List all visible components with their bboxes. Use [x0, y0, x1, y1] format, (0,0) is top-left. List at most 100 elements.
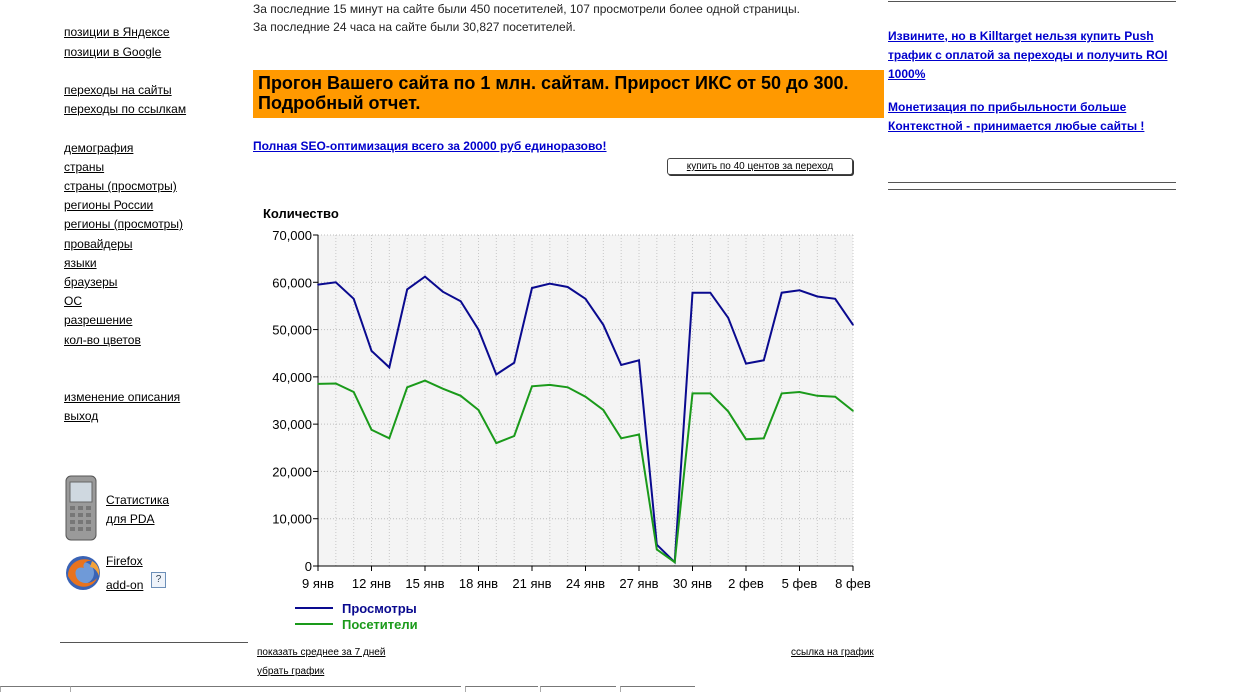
- sidebar-link[interactable]: позиции в Google: [64, 45, 162, 59]
- chart-link[interactable]: ссылка на график: [791, 647, 874, 658]
- chart-point: [531, 385, 533, 388]
- sidebar-link[interactable]: переходы по ссылкам: [64, 102, 187, 116]
- chart-point: [513, 435, 515, 437]
- chart-point: [317, 383, 319, 385]
- chart-point: [495, 373, 498, 376]
- chart-point: [834, 395, 836, 398]
- chart-point: [388, 437, 391, 440]
- sidebar-bottom-divider: [60, 642, 248, 643]
- chart-ytick-label: 20,000: [272, 464, 312, 479]
- chart-point: [798, 289, 801, 292]
- chart-point: [709, 291, 712, 294]
- chart-legend-label: Просмотры: [342, 601, 417, 616]
- sidebar-link[interactable]: регионы (просмотры): [64, 217, 183, 231]
- firefox-addon-line1[interactable]: Firefox: [106, 554, 143, 568]
- chart-ylabel: Количество: [263, 206, 339, 221]
- chart-xtick-label: 2 фев: [728, 576, 764, 591]
- chart-point: [691, 392, 694, 395]
- chart-ytick-label: 60,000: [272, 275, 312, 290]
- bottom-cutoff-strip: [0, 686, 1255, 692]
- chart-point: [709, 392, 712, 395]
- promo-banner[interactable]: Прогон Вашего сайта по 1 млн. сайтам. Пр…: [253, 70, 884, 118]
- seo-offer-link[interactable]: Полная SEO-оптимизация всего за 20000 ру…: [253, 139, 607, 153]
- chart-ytick-label: 30,000: [272, 417, 312, 432]
- help-question-icon[interactable]: ?: [151, 572, 166, 588]
- chart-point: [584, 298, 587, 300]
- chart-point: [834, 298, 836, 300]
- chart-point: [335, 382, 337, 385]
- chart-point: [620, 437, 622, 440]
- chart-xtick-label: 9 янв: [302, 576, 334, 591]
- chart-xtick-label: 30 янв: [673, 576, 712, 591]
- chart-point: [602, 409, 605, 411]
- chart-point: [370, 350, 373, 352]
- chart-ytick-label: 40,000: [272, 370, 312, 385]
- chart-point: [513, 361, 515, 364]
- stat-24h: За последние 24 часа на сайте были 30,82…: [253, 20, 576, 34]
- killtarget-ad-link[interactable]: Извините, но в Killtarget нельзя купить …: [888, 29, 1168, 81]
- chart-point: [335, 281, 337, 284]
- sidebar-link[interactable]: страны: [64, 160, 105, 174]
- chart-point: [549, 282, 551, 285]
- chart-point: [566, 386, 569, 389]
- chart-point: [727, 410, 729, 413]
- traffic-chart: 0 10,000 20,000 30,000 40,000 50,000 60,000 70,…: [253, 196, 885, 641]
- chart-point: [495, 442, 498, 444]
- firefox-addon-line2[interactable]: add-on: [106, 578, 144, 592]
- chart-point: [566, 286, 569, 288]
- monetization-ad-link[interactable]: Монетизация по прибыльности больше Конте…: [888, 100, 1145, 133]
- chart-point: [584, 395, 587, 398]
- sidebar-link[interactable]: провайдеры: [64, 237, 133, 251]
- chart-point: [673, 561, 676, 564]
- buy-traffic-button[interactable]: купить по 40 центов за переход: [667, 158, 853, 175]
- sidebar-link[interactable]: регионы России: [64, 198, 154, 212]
- chart-point: [638, 359, 640, 362]
- sidebar-link[interactable]: страны (просмотры): [64, 179, 177, 193]
- sidebar-link[interactable]: изменение описания: [64, 390, 181, 404]
- chart-point: [656, 548, 658, 551]
- sidebar-link[interactable]: переходы на сайты: [64, 83, 172, 97]
- chart-xtick-label: 27 янв: [619, 576, 658, 591]
- chart-point: [406, 288, 408, 291]
- sidebar-link[interactable]: ОС: [64, 294, 82, 308]
- chart-point: [531, 287, 533, 289]
- chart-point: [620, 364, 622, 366]
- chart-point: [745, 438, 747, 441]
- chart-xtick-label: 21 янв: [512, 576, 551, 591]
- chart-point: [388, 366, 391, 369]
- remove-chart-link[interactable]: убрать график: [257, 666, 325, 677]
- chart-point: [317, 283, 319, 286]
- chart-point: [442, 290, 444, 293]
- chart-point: [352, 298, 355, 300]
- stat-15min: За последние 15 минут на сайте были 450 …: [253, 2, 800, 16]
- sidebar-link[interactable]: языки: [64, 256, 97, 270]
- firefox-icon[interactable]: [64, 554, 102, 595]
- sidebar-link[interactable]: браузеры: [64, 275, 118, 289]
- chart-point: [424, 275, 426, 278]
- pda-link-line2[interactable]: для PDA: [106, 512, 155, 526]
- chart-point: [780, 291, 783, 294]
- chart-xtick-label: 24 янв: [566, 576, 605, 591]
- chart-point: [763, 359, 765, 362]
- chart-point: [477, 328, 480, 331]
- chart-point: [459, 394, 462, 397]
- chart-point: [852, 410, 854, 412]
- sidebar-link[interactable]: кол-во цветов: [64, 333, 141, 347]
- chart-xtick-label: 12 янв: [352, 576, 391, 591]
- pda-link-line1[interactable]: Статистика: [106, 493, 170, 507]
- pda-phone-icon[interactable]: [64, 474, 98, 545]
- sidebar-link[interactable]: выход: [64, 409, 99, 423]
- right-top-divider: [888, 1, 1176, 2]
- chart-point: [442, 387, 444, 390]
- show-7day-average-link[interactable]: показать среднее за 7 дней: [257, 647, 386, 658]
- chart-point: [763, 437, 765, 440]
- sidebar-link[interactable]: разрешение: [64, 313, 133, 327]
- chart-legend-label: Посетители: [342, 617, 418, 632]
- sidebar-link[interactable]: демография: [64, 141, 134, 155]
- chart-point: [727, 316, 729, 319]
- sidebar-link[interactable]: позиции в Яндексе: [64, 25, 170, 39]
- chart-xtick-label: 15 янв: [405, 576, 444, 591]
- chart-point: [638, 433, 640, 436]
- chart-point: [406, 386, 408, 389]
- chart-point: [745, 362, 747, 365]
